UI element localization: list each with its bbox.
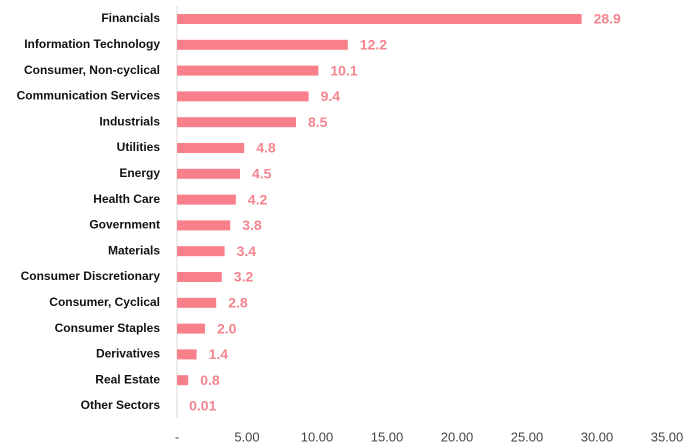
value-label: 3.8 <box>242 217 262 233</box>
value-label: 10.1 <box>330 62 357 78</box>
y-tick-label: Industrials <box>99 114 160 128</box>
bar <box>177 117 296 128</box>
y-tick-label: Information Technology <box>24 37 160 51</box>
bar <box>177 323 205 334</box>
bar <box>177 375 189 386</box>
bar <box>177 297 217 308</box>
bar <box>177 194 236 205</box>
value-label: 3.2 <box>234 269 254 285</box>
y-tick-label: Materials <box>108 243 160 257</box>
value-label: 3.4 <box>237 243 257 259</box>
x-tick-label: 25.00 <box>511 429 544 444</box>
y-tick-label: Health Care <box>93 192 160 206</box>
value-label: 8.5 <box>308 114 328 130</box>
y-tick-label: Financials <box>101 11 160 25</box>
bar <box>177 39 348 50</box>
y-tick-label: Other Sectors <box>81 398 161 412</box>
x-tick-label: 20.00 <box>441 429 474 444</box>
value-label: 4.2 <box>248 191 268 207</box>
y-tick-label: Communication Services <box>17 89 161 103</box>
bar <box>177 65 319 76</box>
value-label: 28.9 <box>594 11 621 27</box>
value-label: 0.01 <box>189 398 216 414</box>
value-label: 9.4 <box>321 88 341 104</box>
bar <box>177 246 225 257</box>
value-label: 12.2 <box>360 37 387 53</box>
y-tick-label: Real Estate <box>95 372 160 386</box>
bar <box>177 143 245 153</box>
x-tick-label: 10.00 <box>301 429 334 444</box>
value-label: 4.5 <box>252 166 272 182</box>
y-tick-label: Derivatives <box>96 347 160 361</box>
x-tick-label: 15.00 <box>371 429 404 444</box>
value-label: 2.8 <box>228 295 248 311</box>
bar <box>177 14 582 24</box>
y-tick-label: Consumer, Cyclical <box>49 295 160 309</box>
x-tick-label: - <box>175 429 179 444</box>
y-tick-label: Government <box>89 218 160 232</box>
bar <box>177 168 240 179</box>
y-tick-label: Consumer Staples <box>55 321 161 335</box>
x-tick-label: 30.00 <box>581 429 614 444</box>
bar <box>177 91 309 102</box>
value-label: 1.4 <box>209 346 229 362</box>
y-tick-label: Consumer, Non-cyclical <box>24 63 160 77</box>
value-label: 4.8 <box>256 140 276 156</box>
x-tick-label: 35.00 <box>651 429 684 444</box>
x-tick-label: 5.00 <box>234 429 259 444</box>
y-tick-label: Energy <box>119 166 160 180</box>
y-tick-label: Utilities <box>117 140 161 154</box>
bar <box>177 220 231 231</box>
value-label: 0.8 <box>200 372 220 388</box>
bar <box>177 272 222 282</box>
bar <box>177 349 197 360</box>
y-tick-label: Consumer Discretionary <box>21 269 161 283</box>
value-label: 2.0 <box>217 320 237 336</box>
